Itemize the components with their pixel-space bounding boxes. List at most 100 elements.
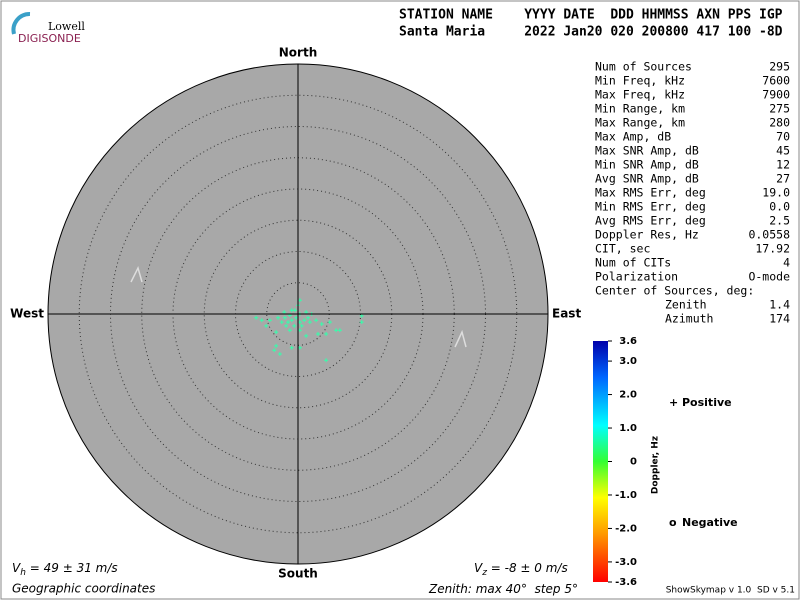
colorbar-tick-label: 2.0	[619, 390, 637, 401]
stat-label: Min RMS Err, deg	[595, 200, 706, 214]
vh-sub: h	[20, 568, 26, 578]
source-point	[294, 315, 299, 320]
stat-value: 0.0558	[748, 228, 790, 242]
source-point	[327, 320, 332, 325]
source-point	[324, 358, 329, 363]
logo-top: Lowell	[48, 20, 85, 33]
source-point	[314, 318, 319, 323]
source-point	[337, 328, 342, 333]
source-point	[274, 343, 279, 348]
source-point	[334, 328, 339, 333]
colorbar-tick-label: 3.6	[619, 336, 637, 347]
stat-value: 7600	[762, 74, 790, 88]
zenith-suffix: °	[572, 582, 578, 596]
stat-label: Max Range, km	[595, 116, 685, 130]
legend-symbol: o	[669, 516, 677, 529]
colorbar-label: Doppler, Hz	[651, 436, 661, 494]
vz-symbol: V	[474, 561, 483, 575]
header-values: Santa Maria 2022 Jan20 020 200800 417 10…	[399, 25, 783, 40]
stat-label: Azimuth	[665, 312, 713, 326]
source-point	[319, 322, 324, 326]
logo-arc	[11, 12, 31, 35]
source-point	[316, 332, 320, 336]
source-point	[286, 320, 290, 325]
zenith-info: Zenith: max 40° step 5°	[428, 582, 578, 596]
colorbar-tick-label: -3.6	[615, 577, 637, 588]
stat-value: 4	[783, 256, 790, 270]
colorbar	[593, 341, 608, 582]
stat-label: Max SNR Amp, dB	[595, 144, 699, 158]
source-point	[359, 313, 364, 318]
source-point	[289, 308, 294, 313]
colorbar-tick-label: -2.0	[615, 523, 637, 534]
legend-label: Positive	[682, 396, 732, 409]
stat-value: 1.4	[769, 298, 790, 312]
marker	[130, 265, 467, 348]
zenith-prefix: Zenith: max	[428, 582, 506, 596]
legend-label: Negative	[682, 516, 738, 529]
source-point	[307, 320, 312, 325]
stat-value: 275	[769, 102, 790, 116]
vz: Vz = -8 ± 0 m/s	[474, 561, 568, 578]
source-point	[297, 328, 302, 333]
source-point	[289, 345, 294, 350]
colorbar-tick-label: -1.0	[615, 490, 637, 501]
source-point	[297, 320, 302, 325]
stat-value: 70	[776, 130, 790, 144]
source-point	[259, 318, 264, 323]
stat-label: Num of Sources	[595, 60, 692, 74]
source-point	[289, 318, 294, 323]
source-point	[282, 315, 287, 320]
stat-value: 295	[769, 60, 790, 74]
vh-text: = 49 ± 31 m/s	[26, 561, 118, 575]
stat-label: Min SNR Amp, dB	[595, 158, 699, 172]
source-point	[359, 320, 364, 325]
stat-label: Min Freq, kHz	[595, 74, 685, 88]
source-point	[274, 330, 279, 335]
south-label: South	[278, 567, 318, 581]
stat-label: Num of CITs	[595, 256, 671, 270]
stat-value: 7900	[762, 88, 790, 102]
source-point	[292, 323, 297, 328]
source-point	[299, 323, 304, 328]
colorbar-tick-label: 3.0	[619, 356, 637, 367]
stat-value: 0.0	[769, 200, 790, 214]
stat-label: Doppler Res, Hz	[595, 228, 699, 242]
source-point	[297, 345, 302, 350]
source-point	[272, 348, 277, 353]
footer: ShowSkymap v 1.0 SD v 5.1	[666, 586, 795, 596]
header-names: STATION NAME YYYY DATE DDD HHMMSS AXN PP…	[399, 8, 783, 23]
stat-label: Max RMS Err, deg	[595, 186, 706, 200]
stat-value: 27	[776, 172, 790, 186]
legend-symbol: +	[669, 396, 678, 409]
source-point	[304, 310, 309, 315]
colorbar-tick-label: 1.0	[619, 423, 637, 434]
source-point	[302, 318, 307, 323]
east-label: East	[552, 307, 581, 321]
source-point	[324, 332, 329, 336]
zenith-mid: ° step	[521, 582, 564, 596]
stat-section: Center of Sources, deg:	[595, 284, 754, 298]
source-point	[306, 315, 310, 320]
north-label: North	[279, 46, 317, 60]
coords: Geographic coordinates	[12, 582, 155, 596]
stat-value: 174	[769, 312, 790, 326]
stat-value: 12	[776, 158, 790, 172]
source-point	[284, 323, 289, 328]
stat-label: Avg RMS Err, deg	[595, 214, 706, 228]
stat-value: 2.5	[769, 214, 790, 228]
stat-label: CIT, sec	[595, 242, 650, 256]
west-label: West	[10, 307, 44, 321]
source-point	[304, 333, 309, 338]
vz-sub: z	[481, 568, 487, 578]
stat-label: Max Freq, kHz	[595, 88, 685, 102]
colorbar-tick-label: 0	[630, 457, 637, 468]
logo-bottom: DIGISONDE	[18, 32, 81, 45]
stat-label: Max Amp, dB	[595, 130, 671, 144]
source-point	[264, 323, 269, 328]
source-point	[267, 318, 272, 323]
stat-label: Min Range, km	[595, 102, 685, 116]
stat-label: Avg SNR Amp, dB	[595, 172, 699, 186]
